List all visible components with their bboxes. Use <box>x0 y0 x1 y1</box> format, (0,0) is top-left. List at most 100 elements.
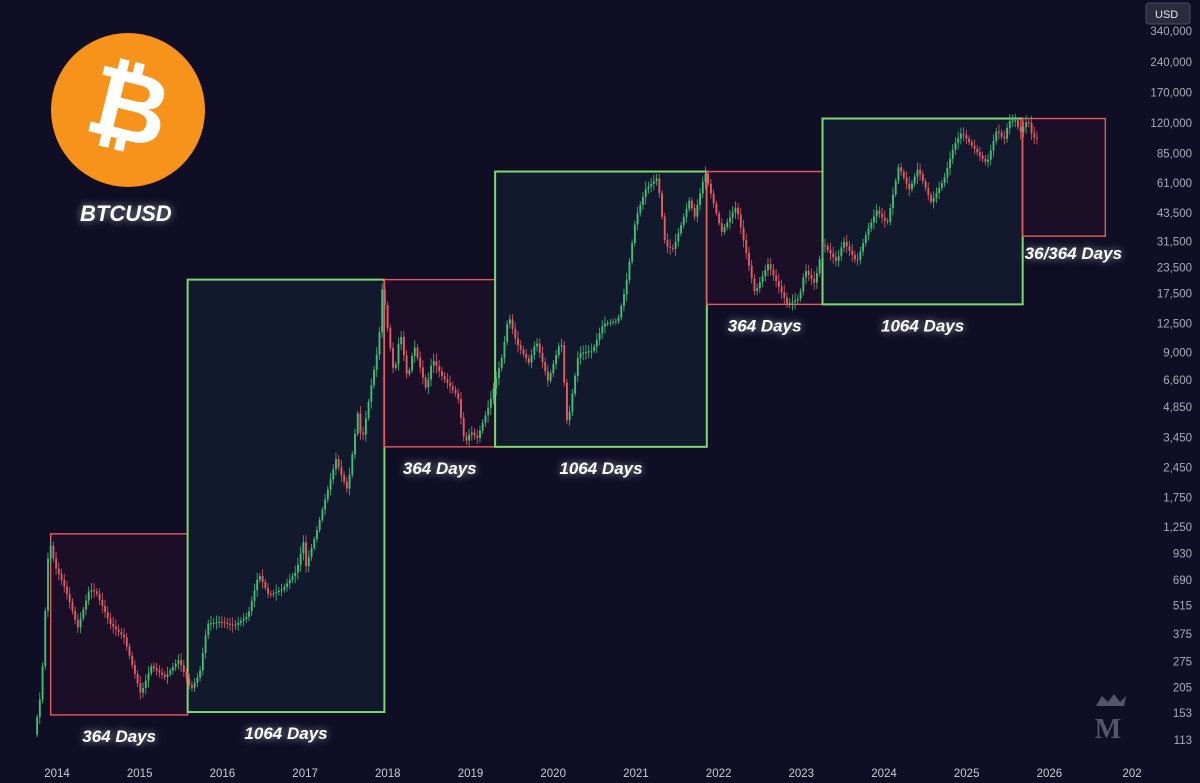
candle <box>519 340 522 355</box>
candle <box>954 137 957 155</box>
candle <box>767 257 769 277</box>
y-tick-label: 340,000 <box>1150 26 1192 38</box>
candle <box>775 269 778 288</box>
currency-badge[interactable]: USD <box>1145 2 1191 25</box>
candle-body <box>269 593 272 595</box>
candle-body <box>1030 122 1033 134</box>
candle-body <box>280 589 283 591</box>
candle <box>946 161 949 184</box>
candle <box>234 620 237 630</box>
candle-body <box>919 169 922 175</box>
candle-body <box>210 623 212 625</box>
candle <box>976 145 979 156</box>
candle-body <box>911 183 913 190</box>
candle <box>144 674 147 695</box>
candle-body <box>79 618 82 628</box>
candle-body <box>383 289 386 306</box>
candle-body <box>316 530 318 540</box>
candle-body <box>522 349 525 354</box>
candle <box>419 351 422 374</box>
candle-body <box>900 167 903 172</box>
candle-body <box>144 680 147 688</box>
candle-body <box>123 634 126 638</box>
candle-body <box>125 637 128 647</box>
y-tick-label: 1,250 <box>1163 522 1192 534</box>
candle-body <box>318 519 321 531</box>
cycle-label-2: 1064 Days <box>244 724 327 743</box>
candle-body <box>413 347 416 356</box>
candle <box>435 353 438 374</box>
candle <box>815 266 818 290</box>
candle-body <box>373 369 375 386</box>
candle <box>1025 115 1028 134</box>
candle <box>777 273 780 294</box>
candle <box>810 268 813 285</box>
candle-body <box>326 489 329 500</box>
x-tick-label: 2025 <box>954 768 980 780</box>
candle-body <box>791 301 794 304</box>
candle <box>655 173 658 186</box>
candle <box>294 565 297 584</box>
candle-body <box>419 357 422 368</box>
candle <box>269 590 272 598</box>
candle-body <box>362 432 365 435</box>
candle-body <box>294 572 297 577</box>
candle <box>460 392 462 425</box>
candle <box>557 342 560 359</box>
candle-body <box>723 227 726 232</box>
candle <box>533 341 536 360</box>
y-tick-label: 85,000 <box>1157 149 1192 161</box>
candle-body <box>218 621 221 623</box>
candle-body <box>560 345 563 347</box>
candle <box>522 346 525 358</box>
candle <box>343 471 346 486</box>
candle-body <box>468 434 471 441</box>
candle-body <box>239 620 242 623</box>
candle <box>381 283 384 339</box>
candle-body <box>364 418 367 435</box>
candle <box>389 324 392 352</box>
candle-body <box>981 155 984 159</box>
candle-body <box>272 593 275 595</box>
candle <box>359 406 362 440</box>
candle <box>120 627 123 639</box>
candle-body <box>892 194 894 209</box>
candle-body <box>859 251 862 260</box>
candle <box>373 366 375 389</box>
candle-body <box>780 286 783 293</box>
candle <box>310 544 313 561</box>
candle-body <box>764 270 767 277</box>
candle <box>441 366 443 381</box>
candle-body <box>783 292 786 298</box>
candle <box>693 204 696 221</box>
candle-body <box>614 321 617 323</box>
candle <box>163 671 166 681</box>
candle <box>465 431 468 445</box>
candle <box>821 241 824 263</box>
candle <box>587 345 590 358</box>
candle <box>402 330 405 362</box>
x-axis: 2014 2015 2016 2017 2018 2019 2020 2021 2022 2023… <box>44 768 1141 780</box>
candle <box>745 233 748 260</box>
candle-body <box>604 323 606 327</box>
candle <box>867 222 870 241</box>
candle-body <box>748 252 750 266</box>
candle-body <box>924 181 927 189</box>
candle-body <box>36 717 39 735</box>
candle-body <box>579 353 582 358</box>
candle <box>943 172 946 188</box>
candle-body <box>595 339 598 347</box>
currency-label: USD <box>1155 9 1178 21</box>
candle <box>212 617 215 628</box>
candle-body <box>85 600 87 610</box>
candle <box>538 338 541 358</box>
candle-body <box>671 247 674 249</box>
candle <box>136 669 139 688</box>
candle-body <box>451 386 454 390</box>
candle <box>949 151 951 176</box>
candle-body <box>470 432 473 435</box>
candle-body <box>598 333 601 340</box>
candle <box>848 240 851 256</box>
candle-body <box>940 182 943 188</box>
candle-body <box>853 255 856 260</box>
